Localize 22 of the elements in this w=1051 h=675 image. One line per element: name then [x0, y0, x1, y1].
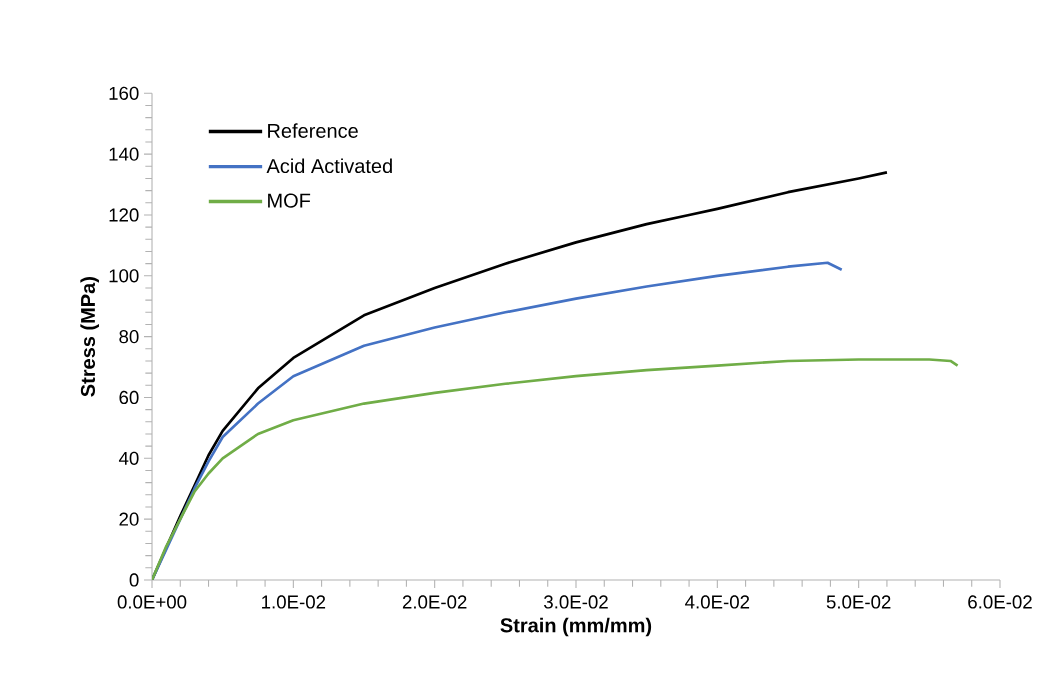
- y-tick-label: 100: [109, 269, 139, 283]
- x-axis-title: Strain (mm/mm): [500, 617, 652, 637]
- x-tick-label: 4.0E-02: [685, 595, 750, 609]
- y-tick-label: 160: [109, 86, 139, 100]
- y-tick-label: 60: [119, 390, 139, 405]
- y-tick-label: 20: [119, 512, 139, 526]
- x-tick-label: 0.0E+00: [117, 595, 187, 609]
- y-tick-label: 120: [109, 208, 139, 222]
- line-series: [152, 358, 959, 580]
- legend-label: Acid Activated: [266, 158, 392, 174]
- x-tick-label: 3.0E-02: [544, 595, 608, 609]
- y-axis-title: Stress (MPa): [80, 277, 99, 397]
- x-tick-label: 2.0E-02: [402, 595, 467, 609]
- x-tick-label: 1.0E-02: [262, 595, 326, 609]
- x-tick-label: 5.0E-02: [826, 595, 891, 609]
- legend-label: MOF: [268, 193, 311, 208]
- y-tick-label: 0: [129, 573, 139, 587]
- y-tick-label: 80: [119, 330, 139, 344]
- legend-label: Reference: [268, 123, 358, 138]
- x-tick-label: 6.0E-02: [968, 595, 1032, 609]
- y-tick-label: 140: [109, 147, 139, 161]
- y-tick-label: 40: [118, 451, 139, 465]
